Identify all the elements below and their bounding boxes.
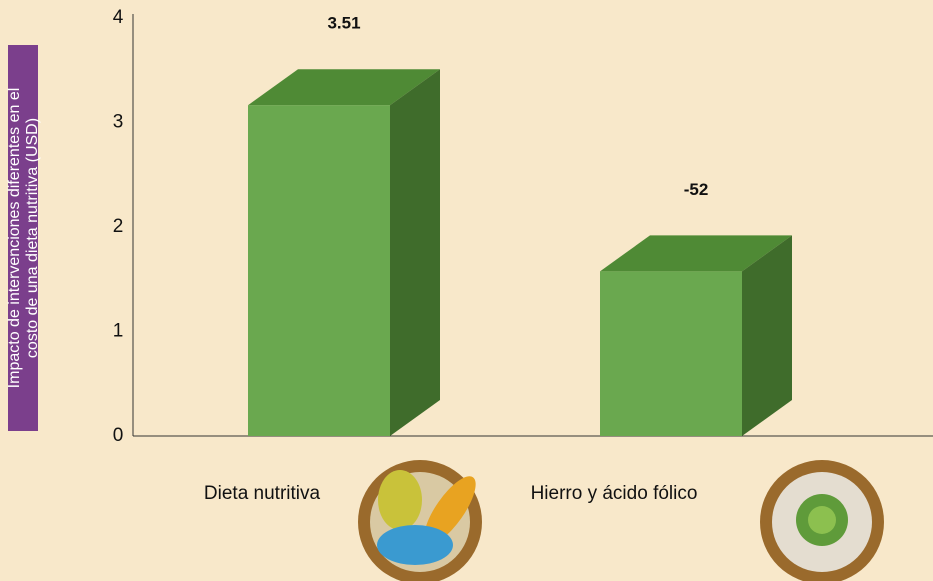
y-label-box bbox=[8, 45, 38, 431]
bar-top bbox=[600, 235, 792, 272]
y-tick-label: 4 bbox=[113, 7, 124, 28]
food-icon bbox=[760, 460, 884, 581]
bar-side bbox=[390, 69, 440, 436]
annotation: -52 bbox=[684, 180, 709, 199]
food-icon bbox=[358, 460, 482, 581]
bar bbox=[600, 271, 742, 436]
y-tick-label: 2 bbox=[113, 216, 124, 237]
y-tick-label: 0 bbox=[113, 425, 124, 446]
y-label-line: Impacto de intervenciones diferentes en … bbox=[6, 88, 23, 389]
bar-side bbox=[742, 235, 792, 436]
y-tick-label: 1 bbox=[113, 321, 124, 342]
y-label: Impacto de intervenciones diferentes en … bbox=[6, 88, 41, 389]
y-label-line: costo de una dieta nutritiva (USD) bbox=[24, 118, 41, 358]
x-tick-label: Dieta nutritiva bbox=[204, 483, 321, 504]
x-tick-label: Hierro y ácido fólico bbox=[531, 483, 698, 504]
bar bbox=[248, 105, 390, 436]
bar-top bbox=[248, 69, 440, 106]
y-tick-label: 3 bbox=[113, 112, 124, 133]
annotation: 3.51 bbox=[327, 14, 360, 33]
